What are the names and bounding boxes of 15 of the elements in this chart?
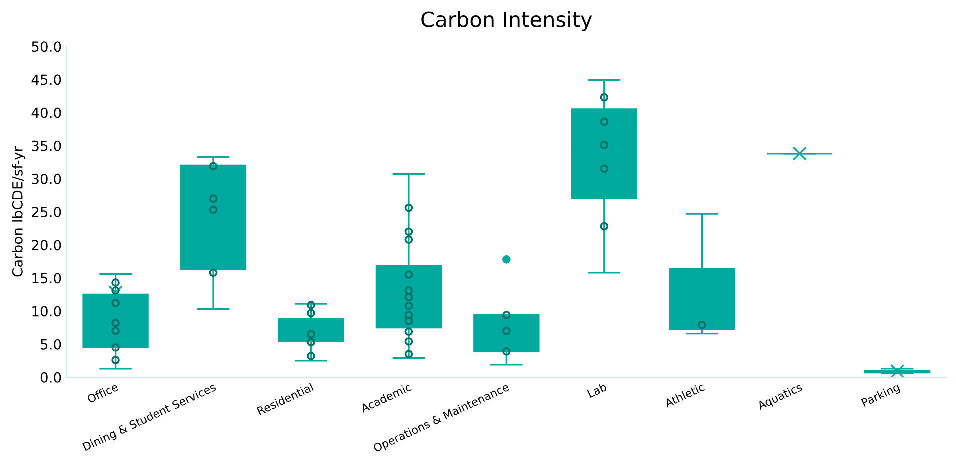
y-tick-label: 10.0	[32, 306, 62, 317]
y-tick-label: 35.0	[32, 140, 62, 152]
x-tick-label: Office	[86, 382, 119, 404]
y-tick-label: 20.0	[32, 240, 62, 251]
y-tick-label: 25.0	[32, 207, 62, 218]
y-tick-label: 45.0	[32, 74, 62, 86]
y-tick-label: 0.0	[40, 372, 62, 383]
y-tick-label: 15.0	[32, 273, 62, 284]
y-tick-label: 40.0	[32, 108, 62, 118]
chart-title: Carbon Intensity	[422, 11, 592, 32]
y-tick-label: 50.0	[32, 42, 62, 52]
y-axis-title: Carbon lbCDE/sf-yr	[12, 146, 26, 277]
x-tick-label: Lab	[587, 382, 608, 398]
y-tick-label: 30.0	[32, 174, 62, 184]
y-tick-label: 5.0	[41, 339, 62, 350]
